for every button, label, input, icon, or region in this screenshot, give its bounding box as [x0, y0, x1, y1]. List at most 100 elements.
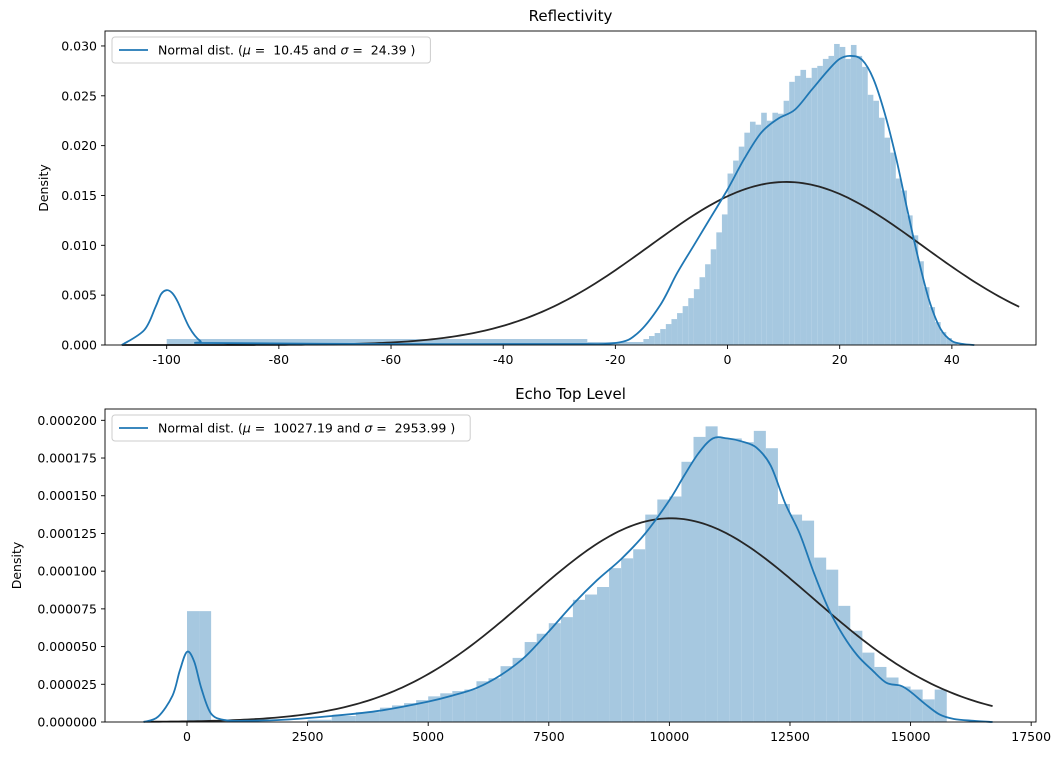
- x-tick-label: 0: [724, 352, 732, 367]
- y-tick-label: 0.020: [61, 138, 97, 153]
- histogram-bar: [584, 594, 598, 722]
- histogram-bar: [890, 152, 896, 345]
- histogram-bar: [452, 691, 465, 722]
- histogram-bar: [681, 461, 694, 722]
- histogram-bar: [331, 715, 356, 722]
- chart-title: Reflectivity: [529, 7, 613, 25]
- legend-label-label-prefix: Normal dist. (: [158, 43, 243, 58]
- legend-label-sigma-val: = 2953.99 ): [372, 421, 455, 436]
- histogram-bar: [850, 630, 863, 722]
- legend-label-mu-val: = 10027.19 and: [251, 421, 365, 436]
- y-tick-label: 0.030: [61, 38, 97, 53]
- histogram-bar: [789, 514, 803, 722]
- echo-top-level-panel: 0 2500 5000 7500 10000 12500 15000 17500 0.00000…: [9, 385, 1051, 744]
- histogram-bar: [392, 705, 405, 722]
- histogram-bar: [778, 113, 784, 345]
- histogram-bar: [878, 117, 885, 345]
- histogram-bar: [873, 100, 879, 346]
- histogram-bar: [524, 642, 537, 722]
- histogram-bar: [951, 342, 958, 345]
- kde-line: [143, 436, 993, 723]
- histogram-bar: [428, 696, 441, 722]
- histogram-bar: [536, 633, 549, 722]
- histogram-bar: [404, 703, 417, 722]
- legend-label-mu-sym: μ: [242, 43, 251, 58]
- histogram-bar: [946, 338, 952, 345]
- histogram-bar: [856, 55, 863, 346]
- histogram-bar: [741, 442, 754, 722]
- y-tick-label: 0.000175: [37, 451, 97, 466]
- y-axis-label: Density: [36, 164, 51, 212]
- x-tick-label: -40: [493, 352, 513, 367]
- y-tick-label: 0.000075: [37, 601, 97, 616]
- histogram-bar: [744, 132, 750, 345]
- legend-label-sigma-sym: σ: [340, 43, 349, 58]
- histogram-bar: [682, 306, 689, 345]
- x-tick-label: 20: [832, 352, 848, 367]
- histogram-bar: [693, 289, 700, 345]
- histogram-bar: [440, 693, 453, 722]
- histogram-bar: [199, 611, 212, 722]
- legend-label-mu-val: = 10.45 and: [251, 43, 341, 58]
- histogram-bar: [910, 689, 923, 722]
- histogram-bar: [753, 430, 766, 722]
- legend: Normal dist. (μ = 10.45 and σ = 24.39 ): [111, 36, 431, 64]
- histogram-bar: [548, 623, 561, 722]
- histogram-bar: [918, 261, 924, 345]
- y-axis-label: Density: [9, 541, 24, 589]
- histogram-bar: [884, 137, 891, 345]
- histogram-bar: [476, 681, 489, 722]
- y-tick-label: 0.005: [61, 288, 97, 303]
- histogram-bar: [935, 322, 941, 345]
- normal-fit-line: [143, 517, 993, 723]
- histogram-bar: [834, 43, 840, 345]
- legend-label-sigma-val: = 24.39 ): [348, 43, 415, 58]
- legend-label-sigma-sym: σ: [364, 421, 373, 436]
- histogram-bar: [845, 58, 851, 346]
- histogram-bar: [416, 700, 429, 722]
- histogram-bar: [716, 232, 722, 345]
- x-tick-label: -60: [381, 352, 401, 367]
- histogram-bar: [895, 178, 902, 345]
- y-tick-label: 0.000000: [37, 715, 97, 730]
- histogram-bar: [669, 496, 682, 722]
- histogram-bar: [705, 264, 711, 345]
- x-tick-label: 0: [183, 729, 191, 744]
- histogram-bar: [572, 599, 585, 722]
- histogram-bar: [379, 707, 393, 722]
- histogram-bar: [355, 712, 380, 722]
- histogram-bar: [789, 81, 795, 345]
- histogram-bar: [901, 190, 908, 345]
- histogram-bar: [633, 549, 646, 722]
- histogram-bar: [677, 313, 683, 345]
- histogram-bar: [645, 514, 658, 722]
- histogram-bar: [671, 319, 678, 345]
- x-tick-label: 7500: [533, 729, 565, 744]
- histogram-bar: [929, 307, 936, 345]
- y-tick-label: 0.000100: [37, 564, 97, 579]
- histogram-bar: [802, 520, 815, 722]
- y-tick-label: 0.000200: [37, 413, 97, 428]
- histogram-bar: [609, 568, 622, 722]
- legend-label-label-prefix: Normal dist. (: [158, 421, 243, 436]
- histogram-bar: [488, 678, 501, 722]
- histogram-bar: [755, 124, 762, 345]
- histogram-bar: [688, 298, 694, 345]
- histogram-bar: [800, 69, 807, 345]
- histogram-bar: [621, 558, 634, 722]
- histogram-bar: [794, 75, 801, 345]
- histogram-bar: [710, 249, 717, 345]
- histogram-bar: [693, 436, 706, 722]
- histogram-bar: [649, 336, 655, 345]
- y-tick-label: 0.000025: [37, 677, 97, 692]
- histogram-bar: [500, 666, 513, 722]
- histogram-bar: [806, 77, 812, 345]
- y-tick-label: 0.000050: [37, 639, 97, 654]
- histogram-bar: [828, 55, 835, 346]
- y-tick-label: 0.010: [61, 238, 97, 253]
- y-tick-label: 0.025: [61, 88, 97, 103]
- histogram-bar: [749, 121, 756, 345]
- x-tick-label: 10000: [650, 729, 690, 744]
- histogram-bar: [923, 287, 930, 345]
- histogram-bar: [665, 324, 672, 345]
